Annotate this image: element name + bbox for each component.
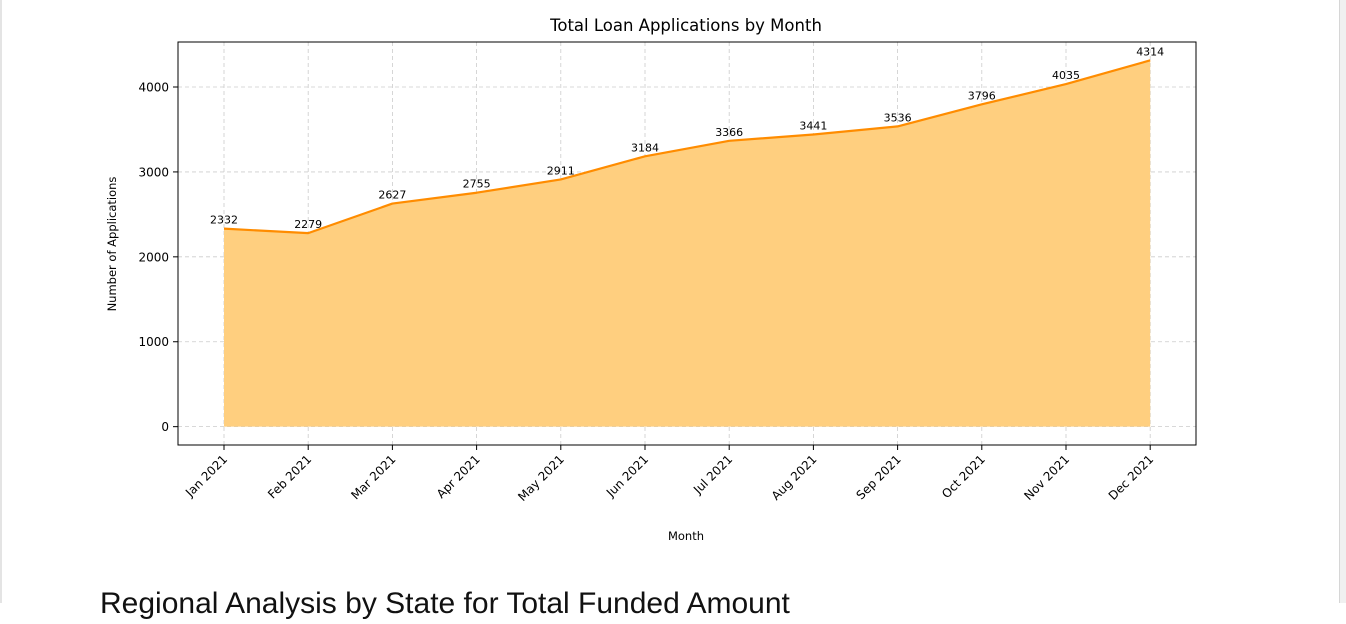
- area-fill: [224, 60, 1151, 427]
- data-label: 2332: [210, 214, 238, 227]
- x-tick-label: Nov 2021: [1021, 452, 1072, 503]
- section-heading: Regional Analysis by State for Total Fun…: [100, 587, 790, 620]
- data-label: 3441: [799, 119, 827, 132]
- data-label: 2911: [547, 164, 575, 177]
- data-label: 2279: [294, 218, 322, 231]
- data-label: 4035: [1052, 69, 1080, 82]
- y-axis-label: Number of Applications: [105, 177, 119, 312]
- y-tick-label: 2000: [138, 250, 169, 264]
- page-left-border: [0, 0, 2, 603]
- data-label: 3536: [884, 111, 912, 124]
- series-line: [223, 59, 1151, 235]
- y-tick-label: 3000: [138, 165, 169, 179]
- data-label: 4314: [1136, 45, 1164, 58]
- scrollbar[interactable]: [1339, 0, 1346, 603]
- x-tick-label: Feb 2021: [265, 452, 314, 501]
- x-axis-label: Month: [668, 529, 704, 543]
- x-tick-label: Jan 2021: [182, 452, 230, 500]
- chart-title: Total Loan Applications by Month: [549, 16, 822, 35]
- loan-applications-chart: Total Loan Applications by Month Month N…: [105, 16, 1197, 543]
- x-tick-label: Jul 2021: [690, 452, 735, 497]
- x-tick-label: Oct 2021: [939, 452, 988, 501]
- data-label: 2755: [463, 178, 491, 191]
- y-tick-label: 4000: [138, 81, 169, 95]
- x-tick-label: Apr 2021: [434, 452, 483, 501]
- x-tick-label: May 2021: [515, 452, 567, 504]
- y-tick-label: 1000: [138, 335, 169, 349]
- data-label: 3366: [715, 126, 743, 139]
- x-tick-label: Jun 2021: [603, 452, 651, 500]
- x-tick-label: Mar 2021: [348, 452, 398, 502]
- data-label: 3184: [631, 141, 659, 154]
- data-label: 3796: [968, 89, 996, 102]
- data-label: 2627: [378, 189, 406, 202]
- plot-frame: [177, 41, 1197, 446]
- x-tick-label: Dec 2021: [1106, 452, 1157, 503]
- x-tick-label: Aug 2021: [769, 452, 820, 503]
- y-tick-label: 0: [161, 420, 169, 434]
- x-tick-label: Sep 2021: [854, 452, 904, 502]
